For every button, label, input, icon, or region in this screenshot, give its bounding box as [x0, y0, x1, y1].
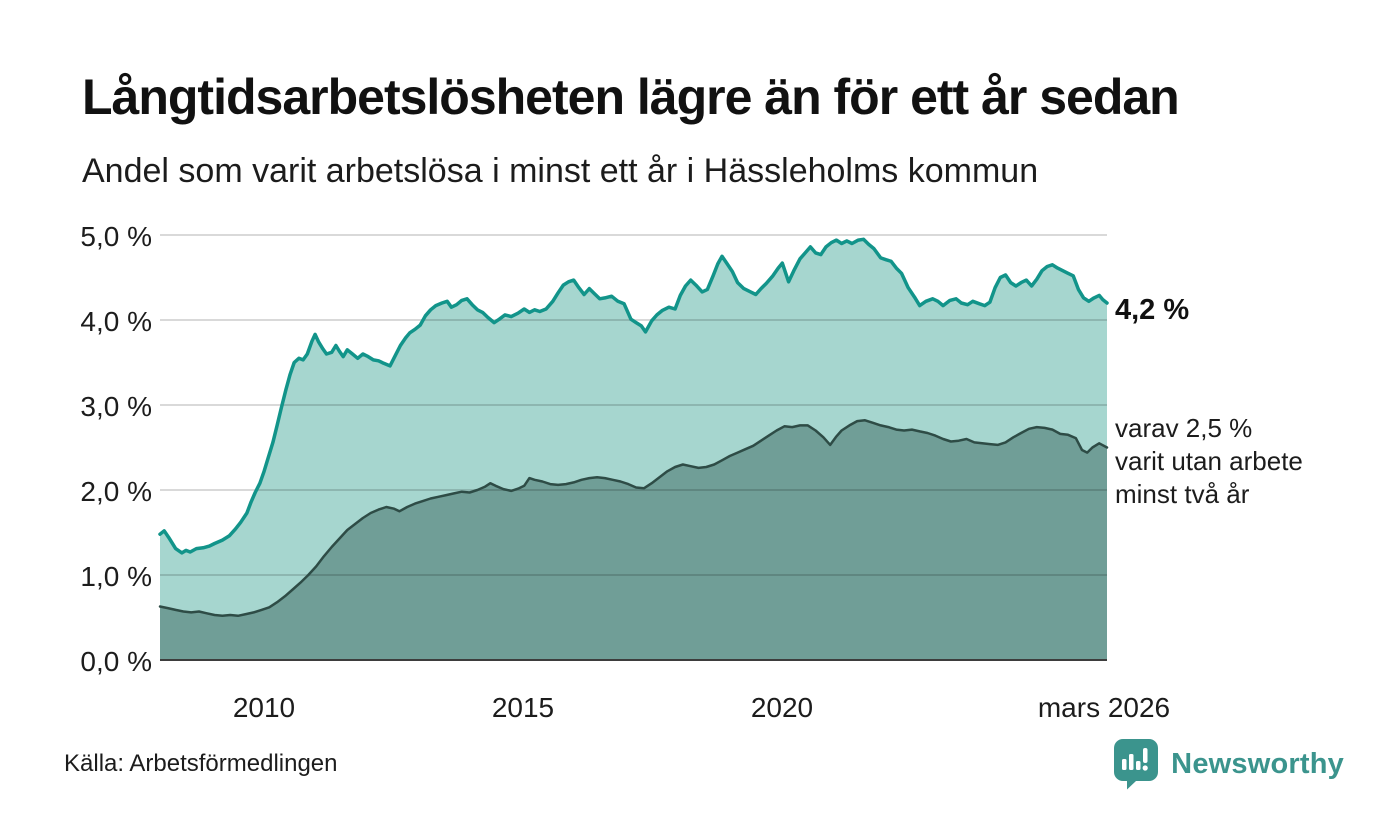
- newsworthy-logo[interactable]: Newsworthy: [1113, 738, 1344, 790]
- newsworthy-logo-text: Newsworthy: [1171, 747, 1344, 780]
- area-fills: [160, 239, 1107, 661]
- end-label-two-line3: minst två år: [1115, 479, 1250, 509]
- x-tick-2010: 2010: [232, 692, 296, 723]
- y-tick-0: 0,0 %: [80, 646, 152, 677]
- x-tick-mars-2026: mars 2026: [1037, 692, 1171, 723]
- x-tick-2020: 2020: [750, 692, 814, 723]
- end-label-two-line1: varav 2,5 %: [1115, 413, 1253, 443]
- x-tick-2015: 2015: [491, 692, 555, 723]
- end-label-total: 4,2 %: [1115, 294, 1190, 326]
- y-tick-3: 3,0 %: [80, 391, 152, 422]
- y-tick-5: 5,0 %: [80, 221, 152, 252]
- line-unemployed-two-years: [158, 419, 1109, 618]
- end-label-two-line2: varit utan arbete: [1115, 446, 1303, 476]
- area-unemployed-two-years: [160, 420, 1107, 660]
- source-attribution: Källa: Arbetsförmedlingen: [64, 750, 338, 777]
- y-tick-4: 4,0 %: [80, 306, 152, 337]
- end-label-two-years: varav 2,5 % varit utan arbete minst två …: [1115, 412, 1303, 511]
- newsworthy-bubble-icon: [1114, 739, 1159, 790]
- y-tick-1: 1,0 %: [80, 561, 152, 592]
- chart-subtitle: Andel som varit arbetslösa i minst ett å…: [82, 152, 1039, 190]
- series-lines: [158, 237, 1109, 618]
- line-unemployed-one-year: [158, 237, 1109, 555]
- page-title: Långtidsarbetslösheten lägre än för ett …: [82, 69, 1180, 125]
- y-tick-2: 2,0 %: [80, 476, 152, 507]
